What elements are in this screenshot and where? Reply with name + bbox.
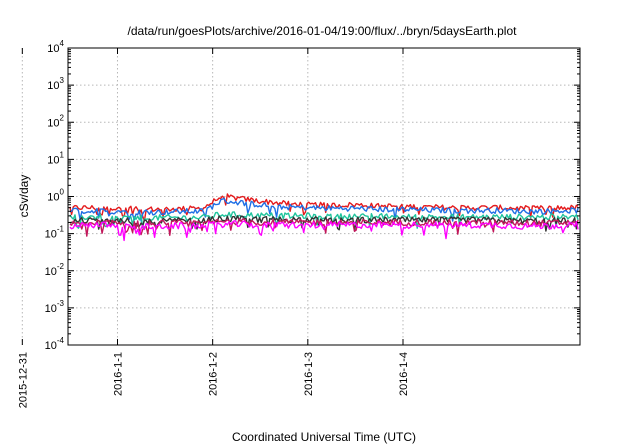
y-tick-label: 102 [47,113,64,129]
chart-title: /data/run/goesPlots/archive/2016-01-04/1… [128,24,518,38]
x-tick-label: 2015-12-31 [17,352,29,408]
series-layer [69,193,579,242]
y-tick-label: 10-4 [45,336,65,352]
series-line-1 [69,193,579,222]
y-tick-label: 100 [47,188,64,204]
y-axis-label: cSv/day [17,175,31,218]
series-line-3 [69,211,579,229]
series-line-5 [69,218,579,237]
x-axis-label: Coordinated Universal Time (UTC) [232,430,416,444]
tick-layer [21,47,580,346]
x-tick-labels: 2015-12-31 2016-1-1 2016-1-2 2016-1-3 2016-1… [17,352,410,408]
y-tick-label: 10-3 [45,299,65,315]
grid-layer [21,48,580,345]
x-tick-label: 2016-1-3 [303,352,315,396]
y-tick-label: 104 [47,39,64,55]
y-tick-label: 101 [47,150,64,166]
y-tick-label: 103 [47,76,64,92]
y-tick-label: 10-2 [45,262,65,278]
series-line-6 [69,220,579,242]
y-tick-label: 10-1 [45,225,65,241]
x-tick-label: 2016-1-2 [208,352,220,396]
x-tick-label: 2016-1-4 [398,352,410,396]
series-line-2 [69,197,579,222]
y-tick-labels: 10-4 10-3 10-2 10-1 100 101 102 103 104 [45,39,65,352]
x-tick-label: 2016-1-1 [112,352,124,396]
series-line-4 [69,215,579,232]
